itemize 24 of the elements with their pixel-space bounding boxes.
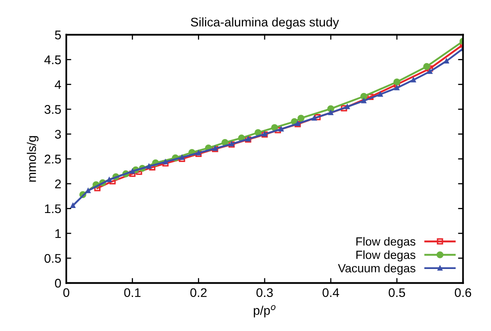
y-tick-label: 1 xyxy=(55,229,61,238)
chart-title: Silica-alumina degas study xyxy=(190,17,339,30)
x-tick-label: 0.1 xyxy=(124,288,140,298)
legend-label: Vacuum degas xyxy=(338,264,416,275)
y-tick-label: 0.5 xyxy=(44,254,61,263)
y-tick-label: 4.5 xyxy=(44,56,61,64)
legend-label: Flow degas xyxy=(356,237,416,248)
x-axis-title: p/p$^{o}$ xyxy=(254,305,276,318)
legend-label: Flow degas xyxy=(356,250,416,262)
y-tick-label: 5 xyxy=(54,30,61,40)
y-tick-label: 2 xyxy=(55,180,61,188)
x-tick-label: 0.2 xyxy=(190,288,207,298)
y-tick-label: 1.5 xyxy=(45,204,61,214)
y-tick-label: 2.5 xyxy=(44,154,61,164)
y-tick-label: 0 xyxy=(54,278,61,288)
y-axis-title: mmols/g xyxy=(26,136,38,182)
x-tick-label: 0.6 xyxy=(454,288,472,298)
x-tick-label: 0 xyxy=(63,288,70,298)
x-tick-label: 0.3 xyxy=(256,288,273,298)
y-tick-label: 4 xyxy=(54,80,62,89)
y-tick-label: 3 xyxy=(54,130,61,139)
x-tick-label: 0.5 xyxy=(388,288,406,298)
y-tick-label: 3.5 xyxy=(44,105,61,114)
x-tick-label: 0.4 xyxy=(322,288,340,298)
